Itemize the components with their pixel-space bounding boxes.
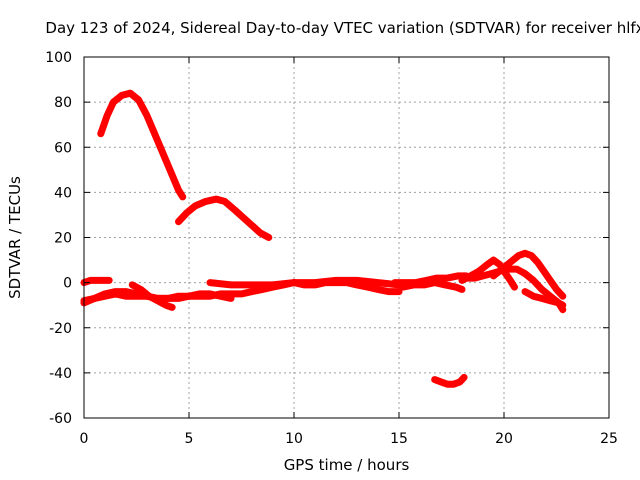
y-tick-label: -40 bbox=[49, 366, 72, 382]
x-tick-label: 25 bbox=[600, 431, 618, 447]
series-line-arc-13 bbox=[521, 288, 567, 309]
y-axis-title: SDTVAR / TECUs bbox=[6, 176, 24, 299]
tick-labels: 0 5 10 15 20 25 -60 -40 -20 0 20 40 60 80 100 bbox=[45, 50, 618, 447]
y-tick-label: 20 bbox=[54, 231, 72, 247]
y-tick-label: 80 bbox=[54, 95, 72, 111]
y-tick-label: 60 bbox=[54, 140, 72, 156]
y-tick-label: 100 bbox=[45, 50, 72, 66]
series-line-arc-12 bbox=[490, 249, 567, 300]
x-tick-label: 5 bbox=[185, 431, 194, 447]
series-group bbox=[80, 89, 567, 388]
series-line-arc-1 bbox=[97, 89, 187, 201]
series-line-arc-10 bbox=[458, 256, 518, 291]
series-line-arc-7 bbox=[206, 276, 413, 289]
y-tick-label: 40 bbox=[54, 185, 72, 201]
series-line-arc-2 bbox=[175, 195, 273, 241]
y-tick-label: 0 bbox=[63, 276, 72, 292]
series-line-arc-14 bbox=[431, 373, 468, 388]
grid bbox=[84, 57, 609, 418]
x-axis-title: GPS time / hours bbox=[284, 456, 410, 474]
series-line-arc-9 bbox=[399, 279, 466, 293]
series-line-arc-6 bbox=[128, 281, 176, 311]
x-tick-label: 15 bbox=[390, 431, 408, 447]
series-line-arc-5 bbox=[80, 276, 113, 287]
x-tick-label: 0 bbox=[80, 431, 89, 447]
y-tick-label: -20 bbox=[49, 321, 72, 337]
y-tick-label: -60 bbox=[49, 411, 72, 427]
x-tick-label: 20 bbox=[495, 431, 513, 447]
series-line-arc-8 bbox=[391, 272, 470, 287]
x-tick-label: 10 bbox=[285, 431, 303, 447]
series-line-arc-11 bbox=[462, 265, 567, 314]
chart-title: Day 123 of 2024, Sidereal Day-to-day VTE… bbox=[45, 19, 640, 37]
